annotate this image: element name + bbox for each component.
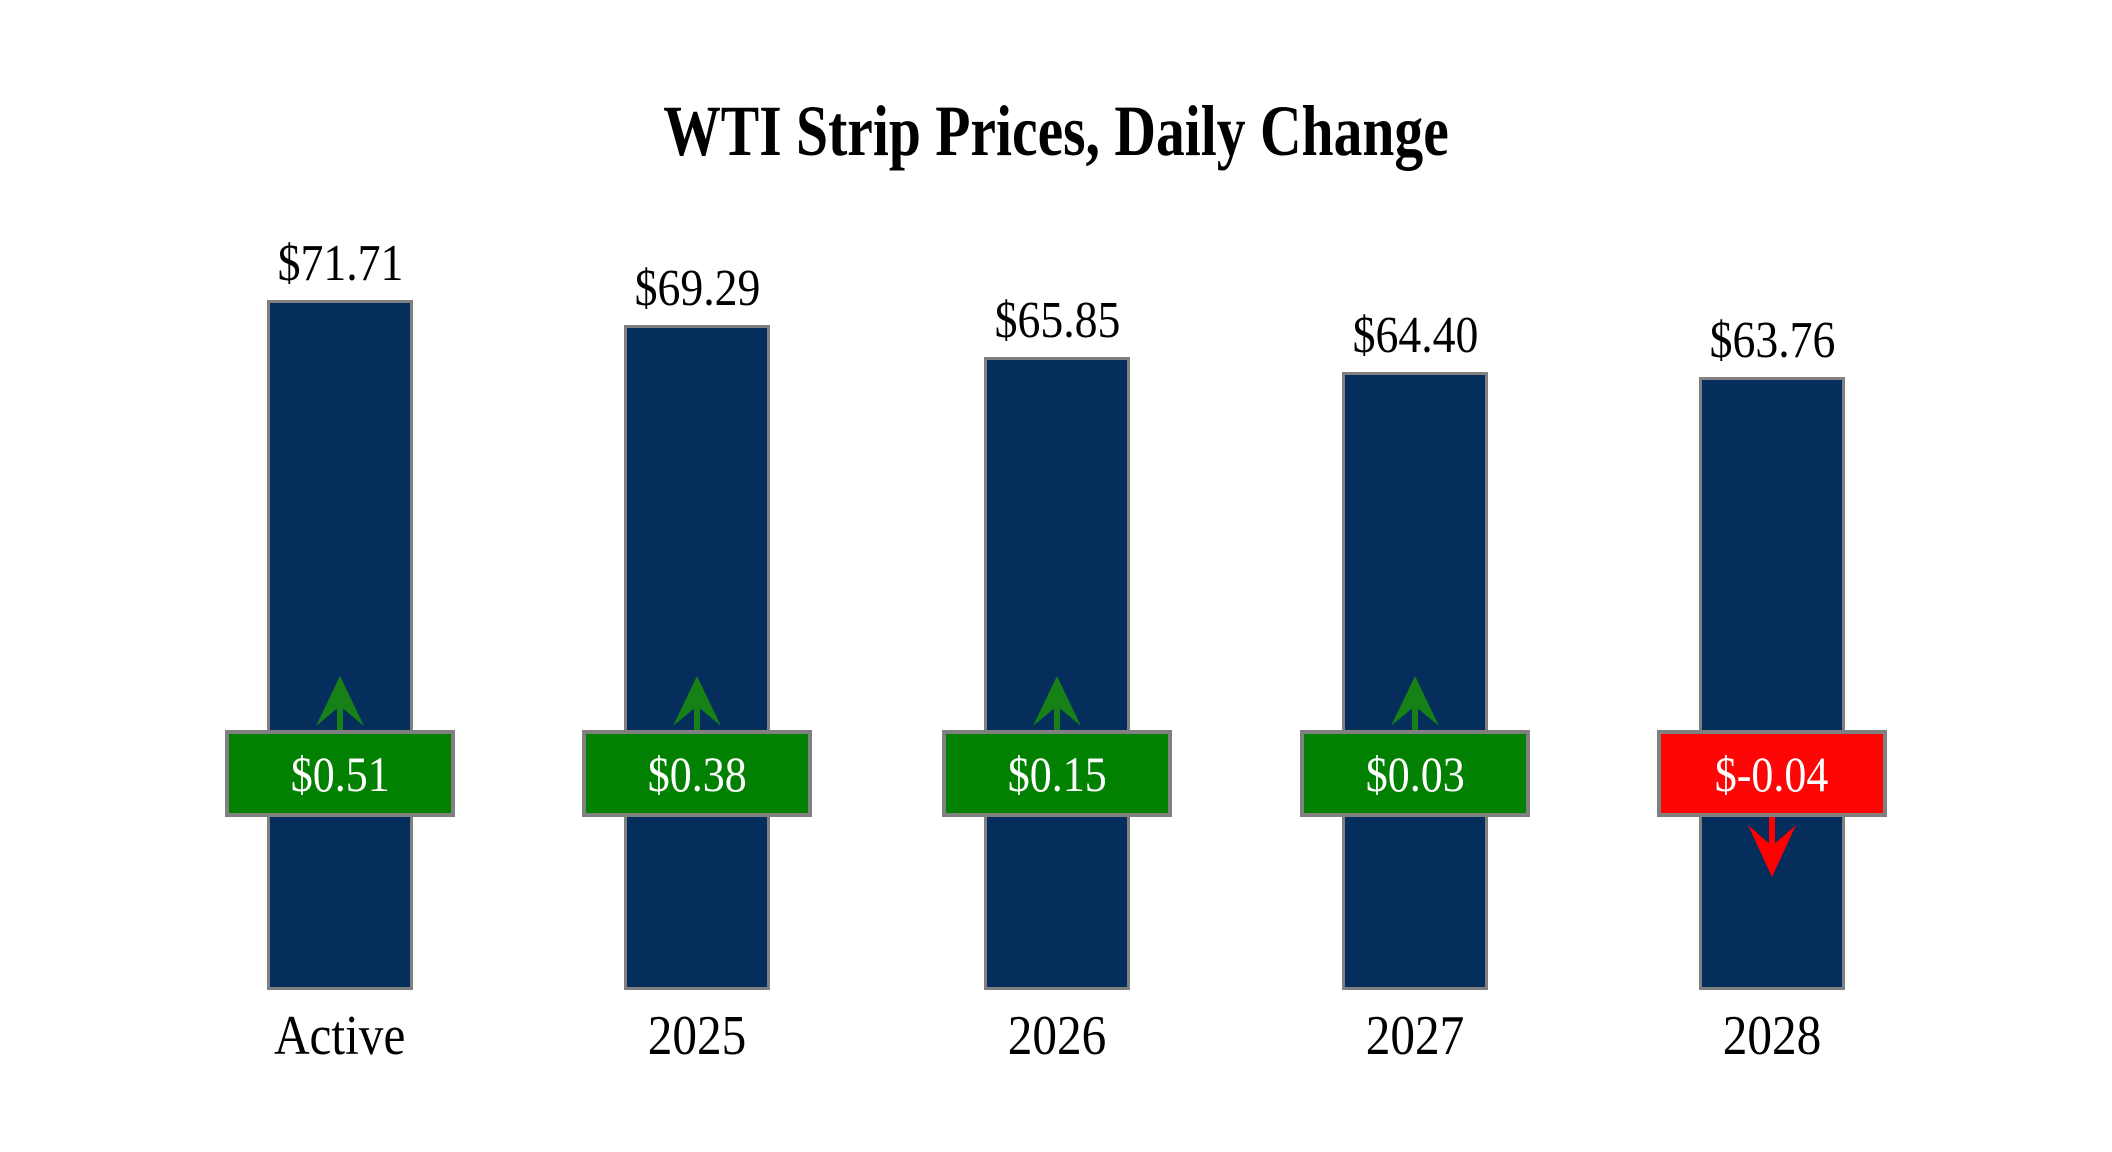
bar-2028 xyxy=(1699,377,1845,990)
chart-title-text: WTI Strip Prices, Daily Change xyxy=(663,91,1449,171)
price-label-text: $65.85 xyxy=(994,292,1120,349)
category-label: 2027 xyxy=(1265,1008,1565,1064)
change-badge: $0.03 xyxy=(1300,730,1530,817)
category-label-text: 2026 xyxy=(1007,1005,1107,1067)
chart-title: WTI Strip Prices, Daily Change xyxy=(0,95,2112,167)
change-badge: $0.15 xyxy=(942,730,1172,817)
price-label-text: $64.40 xyxy=(1352,307,1478,364)
bar-2025 xyxy=(624,325,770,990)
category-label-text: 2025 xyxy=(647,1005,747,1067)
price-label-text: $69.29 xyxy=(634,260,760,317)
category-label: 2028 xyxy=(1622,1008,1922,1064)
price-label: $64.40 xyxy=(1265,307,1565,364)
category-label-text: Active xyxy=(274,1005,406,1067)
change-badge-text: $0.15 xyxy=(1007,746,1107,802)
price-label: $69.29 xyxy=(547,260,847,317)
change-badge: $0.38 xyxy=(582,730,812,817)
change-badge: $0.51 xyxy=(225,730,455,817)
change-badge-text: $0.38 xyxy=(647,746,747,802)
category-label-text: 2028 xyxy=(1722,1005,1822,1067)
change-badge-text: $0.51 xyxy=(290,746,390,802)
up-arrow-icon xyxy=(1033,676,1081,732)
price-label: $65.85 xyxy=(907,292,1207,349)
category-label: Active xyxy=(190,1008,490,1064)
bar-active xyxy=(267,300,413,990)
change-badge-text: $-0.04 xyxy=(1715,746,1829,802)
up-arrow-icon xyxy=(1391,676,1439,732)
change-badge: $-0.04 xyxy=(1657,730,1887,817)
bar-2026 xyxy=(984,357,1130,990)
up-arrow-icon xyxy=(673,676,721,732)
price-label: $71.71 xyxy=(190,235,490,292)
change-badge-text: $0.03 xyxy=(1365,746,1465,802)
price-label-text: $63.76 xyxy=(1709,312,1835,369)
category-label: 2025 xyxy=(547,1008,847,1064)
price-label-text: $71.71 xyxy=(277,235,403,292)
category-label-text: 2027 xyxy=(1365,1005,1465,1067)
price-label: $63.76 xyxy=(1622,312,1922,369)
up-arrow-icon xyxy=(316,676,364,732)
category-label: 2026 xyxy=(907,1008,1207,1064)
down-arrow-icon xyxy=(1748,815,1796,877)
